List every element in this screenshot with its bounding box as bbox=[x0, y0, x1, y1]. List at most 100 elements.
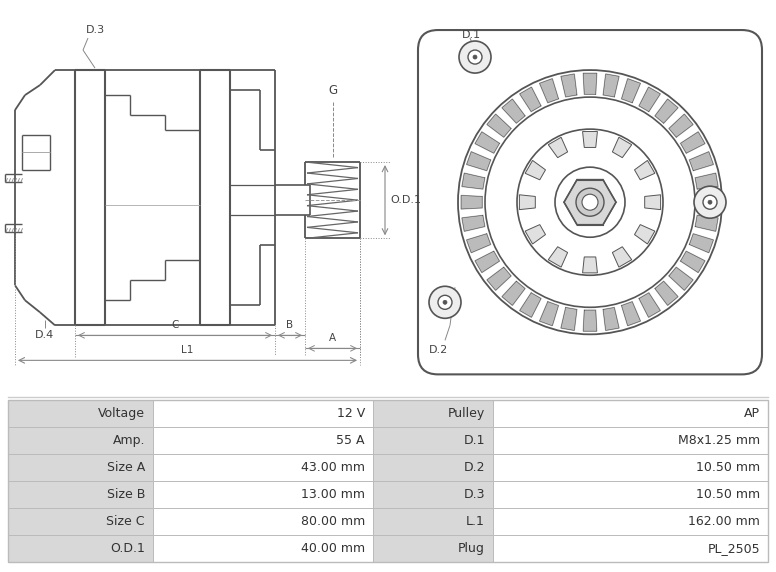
Polygon shape bbox=[612, 137, 632, 158]
Polygon shape bbox=[461, 196, 482, 209]
Text: 10.50 mm: 10.50 mm bbox=[696, 461, 760, 474]
Polygon shape bbox=[520, 87, 541, 112]
Bar bbox=[493, 400, 768, 427]
Text: 13.00 mm: 13.00 mm bbox=[301, 488, 365, 501]
Bar bbox=[8, 400, 153, 427]
Text: B: B bbox=[286, 320, 293, 331]
Polygon shape bbox=[502, 281, 525, 305]
Text: D.4: D.4 bbox=[36, 331, 54, 340]
Circle shape bbox=[517, 129, 663, 275]
Polygon shape bbox=[639, 87, 660, 112]
Text: C: C bbox=[171, 320, 178, 331]
Polygon shape bbox=[612, 247, 632, 267]
Circle shape bbox=[694, 186, 726, 219]
Polygon shape bbox=[539, 301, 559, 325]
Text: G: G bbox=[328, 84, 337, 97]
Text: Size B: Size B bbox=[106, 488, 145, 501]
Polygon shape bbox=[655, 99, 678, 123]
Text: L1: L1 bbox=[181, 345, 193, 355]
Polygon shape bbox=[487, 114, 511, 137]
Bar bbox=[493, 535, 768, 562]
Circle shape bbox=[473, 55, 477, 59]
Polygon shape bbox=[525, 225, 546, 244]
Circle shape bbox=[438, 295, 452, 309]
Bar bbox=[153, 427, 373, 454]
Polygon shape bbox=[539, 79, 559, 103]
Polygon shape bbox=[520, 293, 541, 317]
Bar bbox=[153, 535, 373, 562]
Polygon shape bbox=[689, 152, 713, 170]
Polygon shape bbox=[584, 73, 597, 94]
Polygon shape bbox=[561, 308, 577, 331]
Polygon shape bbox=[695, 216, 718, 231]
Bar bbox=[8, 535, 153, 562]
Text: 10.50 mm: 10.50 mm bbox=[696, 488, 760, 501]
Bar bbox=[493, 508, 768, 535]
Polygon shape bbox=[635, 160, 655, 180]
Text: 55 A: 55 A bbox=[337, 434, 365, 447]
Text: D.3: D.3 bbox=[85, 25, 105, 35]
Polygon shape bbox=[561, 74, 577, 97]
Polygon shape bbox=[622, 79, 640, 103]
Text: Pulley: Pulley bbox=[448, 407, 485, 420]
Polygon shape bbox=[695, 173, 718, 189]
Polygon shape bbox=[698, 196, 719, 209]
Polygon shape bbox=[462, 216, 485, 231]
Polygon shape bbox=[549, 247, 567, 267]
Text: 162.00 mm: 162.00 mm bbox=[688, 515, 760, 528]
Text: O.D.1: O.D.1 bbox=[390, 195, 421, 205]
Text: Size A: Size A bbox=[107, 461, 145, 474]
Polygon shape bbox=[475, 132, 500, 153]
Bar bbox=[493, 481, 768, 508]
Bar bbox=[373, 400, 493, 427]
Text: A: A bbox=[328, 333, 335, 343]
Polygon shape bbox=[635, 225, 655, 244]
Bar bbox=[153, 400, 373, 427]
Circle shape bbox=[703, 195, 717, 209]
Text: D.1: D.1 bbox=[462, 30, 481, 40]
Bar bbox=[373, 454, 493, 481]
Text: D.1: D.1 bbox=[463, 434, 485, 447]
Polygon shape bbox=[603, 308, 619, 331]
Text: O.D.1: O.D.1 bbox=[110, 542, 145, 555]
Bar bbox=[493, 454, 768, 481]
Polygon shape bbox=[466, 152, 490, 170]
Circle shape bbox=[555, 167, 625, 237]
Text: 12 V: 12 V bbox=[337, 407, 365, 420]
Text: Voltage: Voltage bbox=[98, 407, 145, 420]
Circle shape bbox=[429, 286, 461, 318]
Text: D.2: D.2 bbox=[428, 345, 448, 355]
Polygon shape bbox=[655, 281, 678, 305]
Text: D.2: D.2 bbox=[463, 461, 485, 474]
Polygon shape bbox=[689, 234, 713, 253]
Polygon shape bbox=[462, 173, 485, 189]
Polygon shape bbox=[681, 251, 705, 272]
Text: 80.00 mm: 80.00 mm bbox=[301, 515, 365, 528]
Circle shape bbox=[443, 300, 447, 304]
Polygon shape bbox=[669, 114, 693, 137]
Bar bbox=[8, 427, 153, 454]
Circle shape bbox=[576, 188, 604, 216]
Bar bbox=[153, 454, 373, 481]
Bar bbox=[373, 481, 493, 508]
Circle shape bbox=[468, 50, 482, 64]
Polygon shape bbox=[487, 267, 511, 290]
Bar bbox=[8, 508, 153, 535]
Polygon shape bbox=[603, 74, 619, 97]
Text: 43.00 mm: 43.00 mm bbox=[301, 461, 365, 474]
Text: Plug: Plug bbox=[458, 542, 485, 555]
Polygon shape bbox=[475, 251, 500, 272]
Circle shape bbox=[582, 194, 598, 210]
Text: PL_2505: PL_2505 bbox=[708, 542, 760, 555]
Text: AP: AP bbox=[744, 407, 760, 420]
Polygon shape bbox=[466, 234, 490, 253]
Polygon shape bbox=[525, 160, 546, 180]
Bar bbox=[153, 508, 373, 535]
Bar bbox=[373, 508, 493, 535]
Polygon shape bbox=[583, 257, 598, 273]
Circle shape bbox=[708, 200, 712, 204]
Polygon shape bbox=[502, 99, 525, 123]
Polygon shape bbox=[645, 195, 660, 209]
Bar bbox=[373, 535, 493, 562]
Polygon shape bbox=[549, 137, 567, 158]
